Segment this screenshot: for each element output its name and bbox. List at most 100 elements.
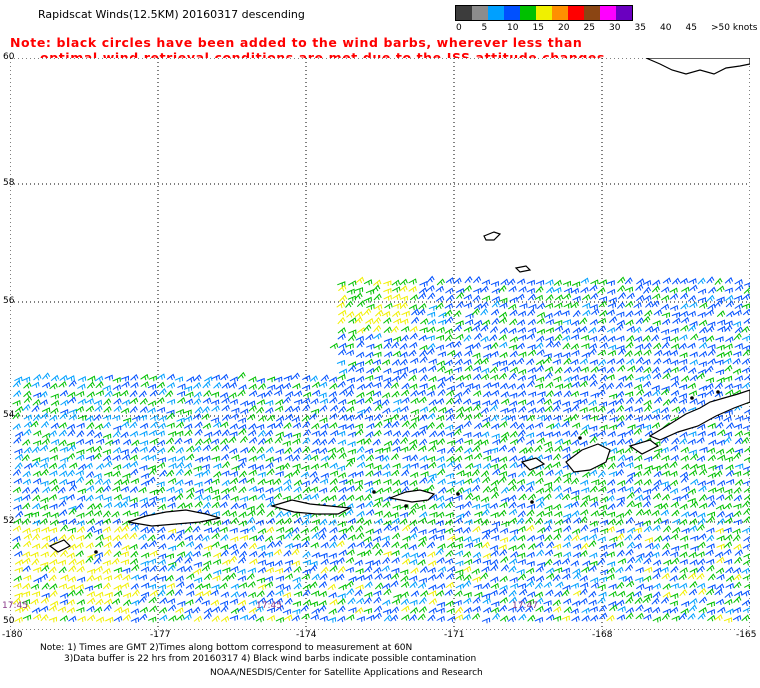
wind-barb xyxy=(417,428,427,436)
wind-barb xyxy=(356,461,366,469)
wind-barb xyxy=(579,380,588,388)
wind-barb xyxy=(570,608,579,615)
wind-barb xyxy=(581,352,590,359)
wind-barb xyxy=(319,478,329,485)
wind-barb xyxy=(282,396,291,404)
wind-barb xyxy=(606,288,616,295)
wind-barb xyxy=(347,399,356,406)
wind-barb xyxy=(490,582,499,590)
wind-barb xyxy=(50,438,60,445)
wind-barb xyxy=(454,543,463,550)
wind-barb xyxy=(535,496,545,503)
wind-barb xyxy=(697,311,706,318)
wind-barb xyxy=(21,376,31,383)
wind-barb xyxy=(588,469,598,476)
wind-barb xyxy=(86,525,96,533)
wind-barb xyxy=(626,491,635,499)
wind-barb xyxy=(282,584,291,591)
wind-barb xyxy=(741,590,750,597)
wind-barb xyxy=(393,369,402,376)
wind-barb xyxy=(743,535,750,543)
wind-barb xyxy=(741,436,750,445)
wind-barb xyxy=(482,416,491,423)
wind-barb xyxy=(113,540,122,548)
wind-barb xyxy=(481,503,490,510)
wind-barb xyxy=(428,406,438,413)
wind-barb xyxy=(706,564,715,572)
wind-barb xyxy=(635,356,644,364)
wind-barb xyxy=(202,468,211,476)
wind-barb xyxy=(526,414,535,422)
wind-barb xyxy=(139,397,148,405)
wind-barb xyxy=(292,600,301,607)
wind-barb xyxy=(327,583,336,591)
wind-barb xyxy=(716,573,725,581)
wind-barb xyxy=(644,404,653,412)
wind-barb xyxy=(319,398,329,405)
wind-barb xyxy=(203,389,212,397)
wind-barb xyxy=(642,596,651,603)
wind-barb xyxy=(408,544,417,551)
wind-barb xyxy=(292,463,301,470)
wind-barb xyxy=(625,462,634,469)
wind-barb xyxy=(256,502,265,510)
wind-barb xyxy=(213,471,222,478)
wind-barb xyxy=(615,566,624,574)
wind-barb xyxy=(237,599,247,607)
scale-label: 20 xyxy=(558,23,570,33)
wind-barb xyxy=(420,590,429,597)
wind-barb xyxy=(663,525,672,533)
wind-barb xyxy=(696,523,705,532)
wind-barb xyxy=(383,421,392,429)
wind-barb xyxy=(418,334,427,342)
wind-barb xyxy=(669,487,679,495)
wind-barb xyxy=(517,558,526,565)
wind-barb xyxy=(32,477,42,485)
wind-barb xyxy=(545,336,554,343)
wind-barb xyxy=(534,616,544,623)
wind-barb xyxy=(500,398,510,405)
wind-barb xyxy=(428,607,437,614)
wind-barb xyxy=(31,607,41,614)
wind-barb xyxy=(229,614,239,621)
wind-barb xyxy=(480,367,490,374)
wind-barb xyxy=(33,430,42,437)
wind-barb xyxy=(571,381,580,388)
wind-barb xyxy=(186,453,195,461)
wind-barb xyxy=(113,567,122,574)
wind-barb xyxy=(355,525,364,533)
wind-barb xyxy=(698,533,707,540)
wind-barb xyxy=(715,583,725,590)
wind-barb xyxy=(266,615,276,622)
wind-barb xyxy=(536,349,545,356)
wind-barb xyxy=(679,310,689,317)
wind-barb xyxy=(526,591,536,598)
wind-barb xyxy=(292,608,301,615)
wind-barb xyxy=(525,567,535,574)
wind-barb xyxy=(670,327,679,334)
wind-barb xyxy=(113,525,123,533)
wind-barb xyxy=(536,406,545,414)
wind-barb xyxy=(462,373,472,381)
wind-barb xyxy=(32,613,42,621)
wind-barb xyxy=(436,502,446,509)
wind-barb xyxy=(275,518,285,525)
wind-barb xyxy=(319,404,328,412)
wind-barb xyxy=(273,492,283,500)
wind-barb xyxy=(238,470,247,478)
wind-barb xyxy=(743,416,750,422)
wind-barb xyxy=(409,479,418,487)
wind-barb xyxy=(374,403,383,412)
wind-barb xyxy=(345,556,355,564)
siberia-coast xyxy=(645,58,750,75)
wind-barb xyxy=(670,366,679,373)
wind-barb xyxy=(13,477,22,485)
wind-barb xyxy=(365,288,375,295)
wind-barb xyxy=(436,557,445,564)
wind-barb xyxy=(391,390,400,398)
wind-barb xyxy=(735,415,744,422)
wind-barb xyxy=(669,293,679,300)
wind-barb xyxy=(60,549,69,557)
wind-barb xyxy=(480,335,489,343)
wind-barb xyxy=(399,351,408,358)
